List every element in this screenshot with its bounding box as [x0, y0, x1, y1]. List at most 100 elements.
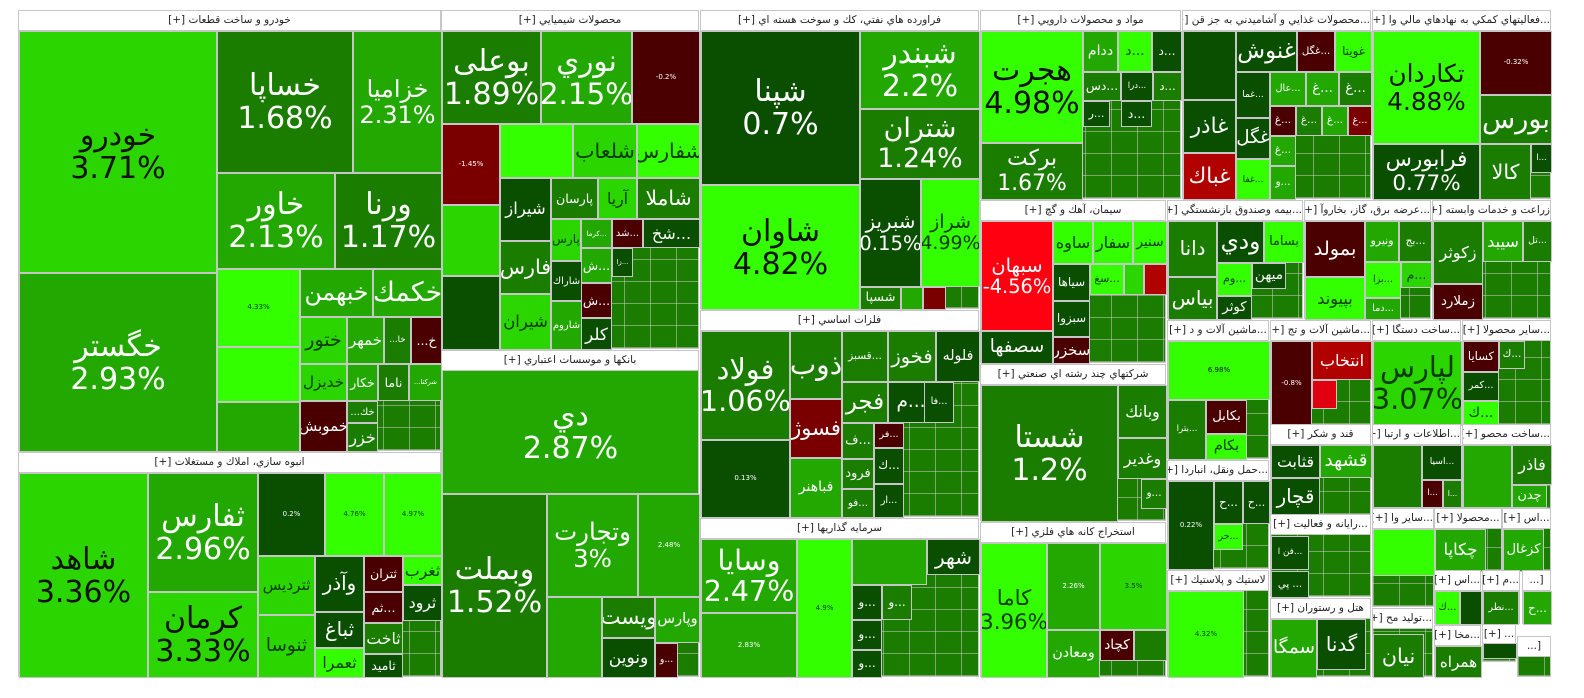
stock-tile[interactable]: ...ح [1523, 591, 1552, 625]
stock-tile[interactable]: شيران [500, 294, 551, 350]
stock-tile[interactable]: شبريز 0.15% [860, 179, 921, 287]
stock-tile[interactable]: بركت 1.67% [981, 143, 1083, 200]
stock-tile[interactable]: شپنا 0.7% [701, 31, 860, 185]
stock-tile[interactable] [217, 402, 300, 452]
stock-tile[interactable]: ...دما [1365, 298, 1401, 320]
stock-tile[interactable]: ...و [852, 620, 882, 650]
stock-tile[interactable]: خموبش [300, 401, 347, 452]
stock-tile[interactable]: ...ش [581, 283, 612, 318]
stock-tile[interactable]: شسپا [860, 287, 901, 310]
stock-tile[interactable]: چدن [1512, 485, 1547, 508]
stock-tile[interactable]: ...فن ا [1271, 536, 1309, 570]
stock-tile[interactable]: ...شد [612, 219, 643, 248]
stock-tile[interactable]: ...بزا [1365, 262, 1401, 298]
stock-tile[interactable]: قچار [1271, 478, 1320, 515]
stock-tile[interactable]: شيراز [500, 178, 551, 241]
stock-tile[interactable]: فخوز [888, 331, 936, 382]
stock-tile[interactable]: 3.5% [1100, 543, 1167, 630]
stock-tile[interactable]: ...غ [1306, 72, 1339, 106]
stock-tile[interactable]: ...اسيا [1422, 445, 1462, 480]
stock-tile[interactable]: 0.13% [701, 440, 790, 518]
stock-tile[interactable]: خبهمن [300, 269, 373, 317]
stock-tile[interactable] [1183, 31, 1236, 100]
stock-tile[interactable] [547, 597, 602, 678]
stock-tile[interactable]: شستا 1.2% [981, 385, 1118, 522]
stock-tile[interactable]: ...د [1121, 101, 1152, 127]
stock-tile[interactable]: ...د [1153, 72, 1182, 101]
stock-tile[interactable] [1124, 264, 1144, 295]
stock-tile[interactable] [1460, 591, 1482, 625]
stock-tile[interactable]: 2.26% [1047, 543, 1100, 630]
stock-tile[interactable]: ثرود [403, 585, 442, 621]
stock-tile[interactable]: ...غ [1296, 106, 1322, 136]
stock-tile[interactable]: دانا [1168, 221, 1217, 277]
stock-tile[interactable]: خساپا 1.68% [217, 31, 353, 173]
stock-tile[interactable]: غگل [1236, 118, 1270, 159]
sector-header-expand[interactable]: ...فعاليتهاي كمكي به نهادهاي مالي وا [+] [1373, 11, 1550, 31]
stock-tile[interactable]: كوثر [1217, 296, 1252, 320]
stock-tile[interactable]: خاور 2.13% [217, 173, 335, 269]
sector-header-expand[interactable]: ...ماشين آلات و تج [+] [1271, 321, 1370, 341]
stock-tile[interactable]: ...د [1118, 31, 1152, 72]
sector-header-expand[interactable]: مواد و محصولات دارويي [+] [981, 11, 1180, 31]
stock-tile[interactable]: ساوه [1053, 221, 1093, 264]
stock-tile[interactable]: وآذر [315, 556, 364, 612]
stock-tile[interactable]: وتجارت 3% [547, 494, 638, 597]
stock-tile[interactable]: انتخاب [1312, 341, 1372, 380]
stock-tile[interactable] [1373, 445, 1422, 508]
stock-tile[interactable]: بساما [1264, 221, 1304, 263]
stock-tile[interactable]: ...غ [1270, 106, 1296, 136]
stock-tile[interactable]: بياس [1168, 277, 1217, 320]
stock-tile[interactable]: ونوين [602, 638, 655, 678]
stock-tile[interactable]: ...فو [842, 489, 874, 518]
stock-tile[interactable]: سفار [1093, 221, 1133, 264]
stock-tile[interactable]: ...ش [581, 248, 612, 283]
stock-tile[interactable]: پارس [551, 219, 581, 261]
stock-tile[interactable]: شهر [927, 539, 980, 575]
stock-tile[interactable]: تكاردان 4.88% [1373, 31, 1480, 144]
stock-tile[interactable]: فسوژ [790, 399, 842, 458]
stock-tile[interactable]: زكوثر [1433, 221, 1483, 284]
stock-tile[interactable]: دي 2.87% [442, 370, 699, 494]
stock-tile[interactable]: شراز 4.99% [921, 179, 980, 287]
stock-tile[interactable]: 2.83% [701, 613, 797, 678]
sector-header-expand[interactable]: ...محصولات غذايي و آشاميدني به جز قن [+] [1183, 11, 1370, 31]
sector-header-expand[interactable]: زراعت و خدمات وابسته [+] [1433, 201, 1550, 221]
stock-tile[interactable]: سخزر [1053, 337, 1090, 364]
stock-tile[interactable]: ...تل [1523, 221, 1552, 262]
stock-tile[interactable]: بكام [1206, 434, 1247, 460]
stock-tile[interactable]: ...ح [1214, 481, 1243, 524]
stock-tile[interactable]: كچاد [1100, 630, 1134, 661]
stock-tile[interactable] [852, 539, 927, 585]
stock-tile[interactable]: 0.2% [258, 473, 325, 556]
stock-tile[interactable]: -1.45% [442, 124, 500, 205]
stock-tile[interactable]: گدنا [1317, 619, 1366, 670]
stock-tile[interactable]: ...قسبز [842, 331, 888, 382]
stock-tile[interactable]: سبزوا [1053, 301, 1090, 337]
stock-tile[interactable]: 6.98% [1168, 341, 1270, 400]
stock-tile[interactable]: خك... [347, 401, 378, 423]
sector-header-expand[interactable]: سرمايه گذاريها [+] [701, 519, 978, 539]
stock-tile[interactable] [1483, 643, 1517, 659]
stock-tile[interactable]: 4.33% [217, 269, 300, 347]
stock-tile[interactable]: ددام [1083, 31, 1118, 72]
stock-tile[interactable]: شلعاب [573, 124, 637, 178]
sector-header-expand[interactable]: فراورده هاي نفتي، كك و سوخت هسته اي [+] [701, 11, 978, 31]
stock-tile[interactable]: 4.32% [1168, 591, 1244, 678]
stock-tile[interactable]: چكاپا [1435, 529, 1486, 572]
stock-tile[interactable]: شاروم [551, 301, 582, 350]
stock-tile[interactable]: خزامیا 2.31% [353, 31, 442, 173]
sector-header-expand[interactable]: سيمان، آهك و گچ [+] [981, 201, 1165, 221]
stock-tile[interactable]: ...و [852, 585, 882, 620]
stock-tile[interactable]: ...كمر [1463, 372, 1499, 401]
stock-tile[interactable]: غنوش [1236, 31, 1297, 72]
sector-header-expand[interactable]: قند و شكر [+] [1271, 425, 1370, 445]
stock-tile[interactable]: ثتران [364, 556, 403, 592]
stock-tile[interactable]: ...ار [874, 484, 904, 518]
stock-tile[interactable]: ...فر [874, 423, 904, 448]
stock-tile[interactable]: ...حر [1214, 524, 1243, 550]
stock-tile[interactable]: ...ا [1443, 480, 1462, 508]
stock-tile[interactable]: ومعادن [1047, 630, 1100, 678]
stock-tile[interactable]: شاراك [551, 261, 582, 301]
sector-header-expand[interactable]: هتل و رستوران [+] [1271, 599, 1370, 619]
